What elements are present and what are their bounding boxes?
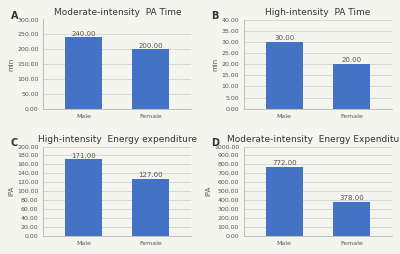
Bar — [65, 37, 102, 109]
Bar — [266, 167, 303, 236]
Y-axis label: IPA: IPA — [8, 186, 14, 196]
Bar — [132, 49, 169, 109]
Text: B: B — [212, 11, 219, 21]
Text: 772.00: 772.00 — [272, 160, 296, 166]
Text: 200.00: 200.00 — [138, 43, 163, 49]
Text: 30.00: 30.00 — [274, 35, 294, 41]
Text: 127.00: 127.00 — [138, 172, 163, 178]
Bar — [333, 202, 370, 236]
Text: 240.00: 240.00 — [72, 31, 96, 37]
Text: C: C — [11, 138, 18, 148]
Title: Moderate-intensity  Energy Expenditure: Moderate-intensity Energy Expenditure — [227, 135, 400, 144]
Text: 378.00: 378.00 — [339, 195, 364, 201]
Text: 171.00: 171.00 — [71, 153, 96, 159]
Bar — [132, 179, 169, 236]
Y-axis label: min: min — [213, 57, 219, 71]
Y-axis label: IPA: IPA — [205, 186, 211, 196]
Text: D: D — [212, 138, 220, 148]
Title: High-intensity  Energy expenditure: High-intensity Energy expenditure — [38, 135, 197, 144]
Bar — [333, 64, 370, 109]
Text: 20.00: 20.00 — [341, 57, 362, 64]
Bar — [65, 160, 102, 236]
Title: High-intensity  PA Time: High-intensity PA Time — [265, 8, 370, 17]
Title: Moderate-intensity  PA Time: Moderate-intensity PA Time — [54, 8, 181, 17]
Text: A: A — [11, 11, 18, 21]
Bar — [266, 42, 303, 109]
Y-axis label: min: min — [8, 57, 14, 71]
